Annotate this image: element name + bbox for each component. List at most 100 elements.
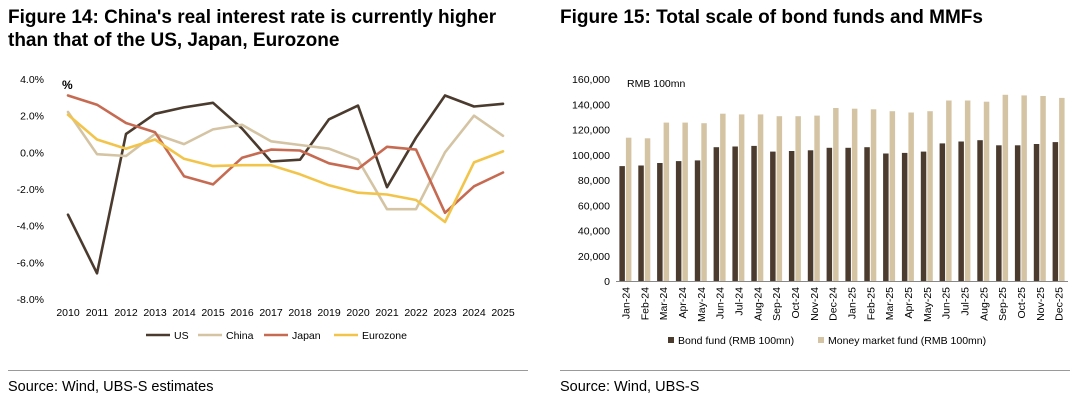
- bar-money-market-fund: [663, 122, 670, 281]
- bar-money-market-fund: [833, 108, 839, 281]
- bar-bond-fund: [713, 147, 720, 281]
- bar-money-market-fund: [776, 116, 783, 281]
- x-tick-label: Sep-24: [771, 287, 783, 321]
- bar-bond-fund: [619, 166, 625, 281]
- y-tick-label: 60,000: [578, 200, 610, 212]
- x-tick-label: 2012: [114, 307, 138, 319]
- y-tick-label: 0.0%: [20, 147, 44, 159]
- bar-bond-fund: [1052, 142, 1059, 281]
- bar-bond-fund: [883, 153, 889, 281]
- legend-label: Japan: [292, 330, 321, 342]
- x-tick-label: 2010: [56, 307, 80, 319]
- legend-label: US: [174, 330, 189, 342]
- x-tick-label: Feb-25: [865, 287, 877, 320]
- bar-money-market-fund: [682, 122, 688, 281]
- x-tick-label: Mar-24: [658, 287, 670, 320]
- x-tick-label: Oct-25: [1016, 287, 1028, 319]
- y-tick-label: 160,000: [572, 74, 610, 86]
- y-tick-label: 100,000: [572, 150, 610, 162]
- y-tick-label: -2.0%: [17, 184, 44, 196]
- bar-bond-fund: [864, 147, 870, 281]
- x-tick-label: Jun-25: [941, 287, 953, 319]
- figure-15-source: Source: Wind, UBS-S: [560, 379, 700, 395]
- divider-rule: [560, 370, 1070, 371]
- x-tick-label: 2020: [346, 307, 370, 319]
- figure-14-source: Source: Wind, UBS-S estimates: [8, 379, 214, 395]
- x-tick-label: 2021: [375, 307, 399, 319]
- bar-bond-fund: [845, 147, 851, 281]
- x-tick-label: Nov-25: [1035, 287, 1047, 321]
- x-tick-label: Apr-25: [903, 287, 915, 319]
- bar-bond-fund: [958, 141, 964, 281]
- legend-swatch-money-market-fund: [818, 337, 824, 343]
- bar-money-market-fund: [851, 108, 858, 281]
- x-tick-label: May-25: [922, 287, 934, 322]
- bar-bond-fund: [977, 140, 983, 281]
- x-tick-label: Sep-25: [997, 287, 1009, 321]
- legend-label: Eurozone: [362, 330, 407, 342]
- bar-bond-fund: [939, 143, 946, 281]
- bar-bond-fund: [788, 151, 795, 281]
- x-tick-label: 2013: [143, 307, 167, 319]
- x-tick-label: 2024: [462, 307, 486, 319]
- bar-bond-fund: [770, 151, 776, 281]
- series-line-us: [66, 94, 505, 275]
- x-tick-label: 2015: [201, 307, 225, 319]
- y-tick-label: -6.0%: [17, 257, 44, 269]
- bar-money-market-fund: [720, 113, 726, 281]
- bar-bond-fund: [807, 150, 814, 281]
- figure-15-title: Figure 15: Total scale of bond funds and…: [560, 7, 983, 28]
- bar-money-market-fund: [1040, 96, 1046, 281]
- y-tick-label: 4.0%: [20, 74, 44, 86]
- x-tick-label: 2016: [230, 307, 254, 319]
- x-tick-label: Jan-24: [620, 287, 632, 319]
- x-tick-label: Jul-25: [959, 287, 971, 316]
- bar-bond-fund: [638, 165, 644, 281]
- series-line-japan: [66, 94, 505, 215]
- unit-label: %: [62, 78, 73, 92]
- bar-chart: RMB 100mn 0 20,000 40,000 60,000 80,000 100,00…: [572, 74, 1068, 347]
- x-tick-label: 2014: [172, 307, 196, 319]
- figure-15-panel: Figure 15: Total scale of bond funds and…: [556, 0, 1080, 413]
- bar-bond-fund: [751, 145, 757, 281]
- bar-bond-fund: [675, 161, 682, 281]
- figure-14-title: Figure 14: China's real interest rate is…: [8, 7, 497, 51]
- bar-bond-fund: [901, 152, 908, 281]
- bar-money-market-fund: [738, 114, 745, 282]
- bar-bond-fund: [1014, 145, 1021, 281]
- divider-rule: [8, 370, 528, 371]
- legend-label: China: [226, 330, 254, 342]
- series-line-eurozone: [66, 113, 505, 224]
- x-tick-label: 2017: [259, 307, 283, 319]
- bar-money-market-fund: [625, 137, 632, 281]
- legend-label: Bond fund (RMB 100mn): [678, 335, 794, 347]
- y-tick-label: 20,000: [578, 251, 610, 263]
- bar-bond-fund: [826, 147, 833, 281]
- y-tick-label: -4.0%: [17, 221, 44, 233]
- bar-money-market-fund: [757, 114, 764, 282]
- bar-money-market-fund: [870, 109, 877, 281]
- x-tick-label: 2019: [317, 307, 341, 319]
- bar-bond-fund: [694, 160, 701, 281]
- bar-money-market-fund: [701, 123, 707, 281]
- y-tick-label: 0: [604, 276, 610, 288]
- unit-label: RMB 100mn: [627, 78, 686, 90]
- bar-money-market-fund: [927, 111, 933, 281]
- x-tick-label: Jul-24: [733, 287, 745, 316]
- x-tick-label: Feb-24: [639, 287, 651, 320]
- figure-14-panel: Figure 14: China's real interest rate is…: [8, 7, 528, 395]
- bar-money-market-fund: [1002, 94, 1009, 281]
- x-tick-label: Jun-24: [715, 287, 727, 319]
- bar-bond-fund: [732, 146, 738, 281]
- y-tick-label: 40,000: [578, 226, 610, 238]
- y-tick-label: 120,000: [572, 125, 610, 137]
- x-tick-label: Aug-25: [978, 287, 990, 321]
- legend-swatch-bond-fund: [668, 337, 674, 343]
- bar-money-market-fund: [946, 100, 952, 281]
- legend-label: Money market fund (RMB 100mn): [828, 335, 986, 347]
- bar-money-market-fund: [1021, 95, 1027, 282]
- bar-money-market-fund: [889, 111, 896, 281]
- bar-money-market-fund: [964, 100, 971, 281]
- x-tick-label: Dec-25: [1054, 287, 1066, 321]
- bar-bond-fund: [657, 163, 663, 281]
